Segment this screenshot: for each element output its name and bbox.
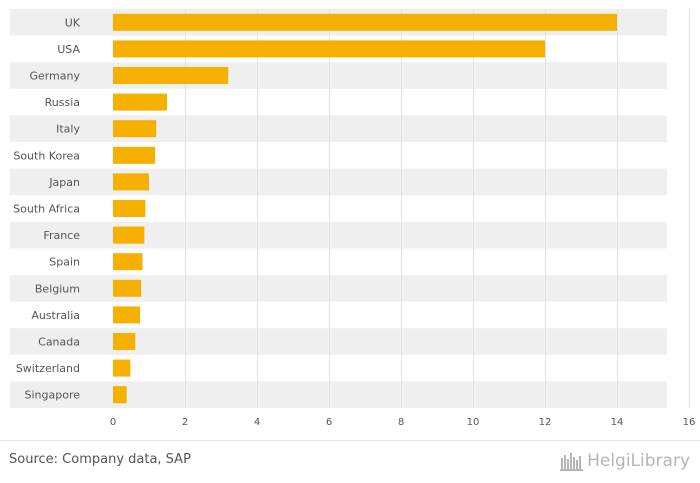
bar-australia[interactable]: [113, 306, 140, 324]
category-label: Australia: [31, 309, 80, 322]
x-tick-label: 6: [326, 417, 332, 428]
bookshelf-logo-icon: [560, 453, 584, 471]
bar-japan[interactable]: [113, 173, 149, 191]
category-label: UK: [65, 16, 81, 29]
category-label: Spain: [49, 256, 80, 269]
category-label: USA: [57, 43, 80, 56]
source-note: Source: Company data, SAP: [9, 452, 191, 467]
brand-logo[interactable]: HelgiLibrary: [560, 449, 690, 473]
row-bands: [10, 9, 667, 408]
x-tick-label: 2: [182, 417, 188, 428]
category-label: Germany: [29, 70, 80, 83]
bar-south-africa[interactable]: [113, 200, 146, 217]
row-band: [10, 115, 667, 142]
category-label: Canada: [38, 336, 80, 349]
x-tick-label: 4: [254, 417, 260, 428]
x-tick-label: 0: [110, 417, 116, 428]
bar-spain[interactable]: [113, 253, 143, 271]
category-label: Singapore: [25, 389, 81, 402]
bar-belgium[interactable]: [113, 279, 142, 297]
category-label: South Africa: [13, 203, 80, 216]
row-band: [10, 221, 667, 249]
bar-germany[interactable]: [113, 67, 229, 84]
category-labels: UK USA Germany Russia Italy South Korea Japan S…: [13, 16, 81, 401]
bar-uk[interactable]: [113, 13, 617, 31]
row-band: [10, 275, 667, 302]
x-tick-label: 8: [398, 417, 404, 428]
category-label: Italy: [56, 123, 80, 136]
bar-france[interactable]: [113, 226, 145, 244]
footer: Source: Company data, SAP HelgiLibrary: [0, 440, 700, 483]
x-tick-label: 12: [539, 417, 552, 428]
bar-chart: UK USA Germany Russia Italy South Korea Japan S…: [10, 9, 696, 428]
row-band: [10, 328, 667, 355]
x-tick-label: 10: [467, 417, 480, 428]
row-band: [10, 62, 667, 89]
category-label: South Korea: [13, 149, 80, 162]
bar-switzerland[interactable]: [113, 359, 131, 377]
bar-russia[interactable]: [113, 93, 167, 111]
x-tick-label: 14: [611, 417, 624, 428]
x-axis-ticks: 0 2 4 6 8 10 12 14 16: [110, 417, 696, 428]
bar-canada[interactable]: [113, 333, 136, 350]
bar-italy[interactable]: [113, 120, 157, 138]
category-label: Japan: [48, 176, 80, 189]
row-band: [10, 381, 667, 408]
bar-usa[interactable]: [113, 40, 545, 58]
brand-name: HelgiLibrary: [587, 451, 690, 471]
category-label: Belgium: [35, 282, 80, 295]
bar-series: [113, 13, 617, 404]
category-label: Russia: [45, 96, 80, 109]
category-label: Switzerland: [16, 362, 80, 375]
x-tick-label: 16: [683, 417, 696, 428]
category-label: France: [43, 229, 80, 242]
bar-south-korea[interactable]: [113, 146, 156, 164]
row-band: [10, 168, 667, 196]
bar-singapore[interactable]: [113, 386, 127, 404]
